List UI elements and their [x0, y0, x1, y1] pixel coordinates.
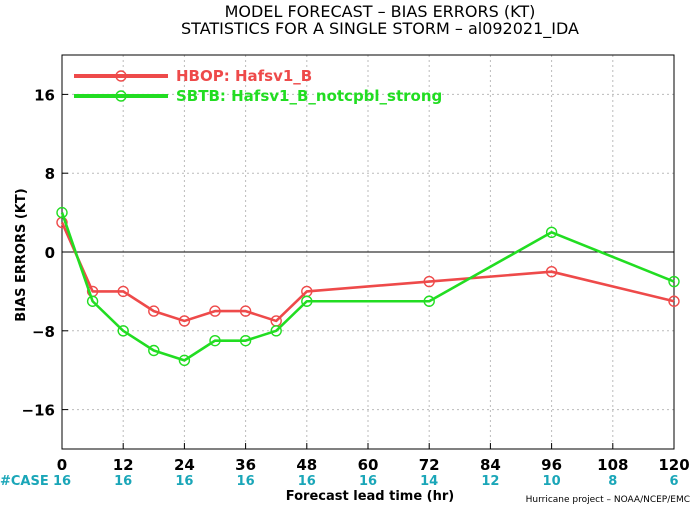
data-point	[117, 285, 129, 298]
case-count: 14	[420, 474, 438, 489]
y-tick-label: −8	[32, 323, 55, 341]
x-tick-label: 12	[113, 456, 134, 474]
legend-entry: SBTB: Hafsv1_B_notcpbl_strong	[176, 87, 442, 105]
data-point	[86, 295, 99, 307]
case-label: #CASE	[0, 474, 49, 489]
x-tick-label: 48	[296, 456, 317, 474]
x-tick-label: 108	[597, 456, 628, 474]
data-point	[668, 295, 680, 307]
x-tick-label: 0	[57, 456, 67, 474]
chart-subtitle: STATISTICS FOR A SINGLE STORM – al092021…	[181, 19, 579, 39]
legend: HBOP: Hafsv1_B SBTB: Hafsv1_B_notcpbl_str…	[74, 67, 442, 105]
data-point	[270, 325, 282, 337]
data-point	[209, 334, 221, 347]
y-axis-label: BIAS ERRORS (KT)	[14, 188, 29, 321]
data-point	[668, 275, 680, 288]
data-point	[178, 315, 191, 327]
data-point	[148, 305, 160, 317]
data-point	[178, 354, 191, 367]
data-point	[545, 266, 558, 278]
x-tick-label: 84	[480, 456, 501, 474]
case-count: 16	[359, 474, 377, 489]
data-point	[209, 305, 221, 317]
case-count: 16	[114, 474, 132, 489]
y-tick-label: 0	[45, 244, 55, 262]
case-count: 12	[481, 474, 499, 489]
case-count: 16	[175, 474, 193, 489]
y-tick-label: 8	[45, 165, 55, 183]
x-tick-label: 120	[658, 456, 689, 474]
x-tick-label: 24	[174, 456, 195, 474]
legend-marker	[115, 70, 127, 82]
series-line-2	[60, 212, 675, 362]
case-count: 10	[543, 474, 561, 489]
case-count: 16	[53, 474, 71, 489]
credit-text: Hurricane project – NOAA/NCEP/EMC	[526, 495, 690, 505]
x-tick-label: 72	[419, 456, 440, 474]
y-tick-label: −16	[22, 402, 55, 420]
x-tick-label: 60	[358, 456, 379, 474]
data-point	[423, 275, 435, 288]
data-point	[301, 295, 313, 307]
data-point	[56, 206, 68, 219]
case-count: 8	[608, 474, 617, 489]
y-tick-label: 16	[34, 86, 55, 104]
case-count: 16	[237, 474, 255, 489]
data-point	[423, 295, 435, 307]
data-point	[239, 305, 252, 317]
chart-title: MODEL FORECAST – BIAS ERRORS (KT)	[225, 2, 536, 21]
x-tick-label: 36	[235, 456, 256, 474]
x-tick-label: 96	[541, 456, 562, 474]
data-point	[545, 226, 558, 239]
x-axis-label: Forecast lead time (hr)	[286, 489, 454, 504]
data-point	[117, 325, 129, 337]
data-point	[239, 334, 252, 347]
case-count: 6	[669, 474, 678, 489]
legend-entry: HBOP: Hafsv1_B	[176, 67, 312, 85]
case-count: 16	[298, 474, 316, 489]
legend-marker	[115, 90, 127, 102]
data-point	[148, 344, 160, 357]
